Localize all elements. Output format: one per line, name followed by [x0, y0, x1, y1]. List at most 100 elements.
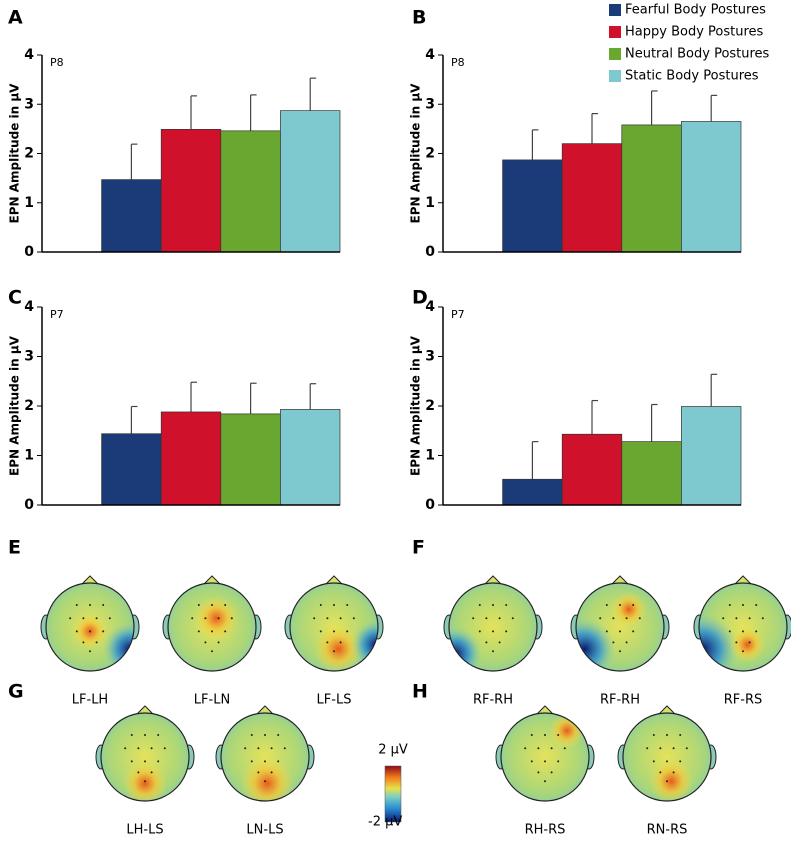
topo-label: LH-LS [126, 823, 163, 838]
topo-blob [240, 757, 294, 801]
electrode [625, 641, 628, 644]
electrode [557, 760, 560, 763]
topo-blob [699, 613, 739, 671]
electrode [524, 747, 527, 750]
electrode [492, 650, 494, 653]
electrode [679, 734, 682, 736]
electrode [755, 630, 758, 633]
topo-blob [611, 591, 647, 628]
head-outline [622, 712, 712, 802]
legend-swatch [609, 48, 621, 60]
topo-map [443, 575, 543, 672]
topo-map [617, 705, 717, 802]
bar [502, 159, 563, 253]
nose [536, 705, 554, 715]
nose [81, 575, 99, 585]
electrode [346, 604, 349, 606]
electrode [722, 617, 725, 620]
electrode [672, 747, 675, 750]
bar [280, 409, 341, 506]
electrode [735, 641, 738, 644]
y-axis-label: EPN Amplitude in µV [409, 335, 423, 476]
electrode [89, 604, 91, 606]
electrode [550, 747, 553, 750]
nose [734, 575, 752, 585]
electrode [144, 760, 146, 763]
head [101, 713, 189, 801]
topo-blob [123, 761, 167, 801]
colorbar-min: -2 µV [368, 815, 402, 830]
electrode [346, 630, 349, 633]
y-tick-label: 3 [24, 349, 34, 365]
electrode [666, 734, 668, 736]
electrode [666, 760, 668, 763]
electrode [230, 617, 233, 620]
electrode [685, 747, 688, 750]
electrode [498, 617, 501, 620]
topo-label: RF-RS [724, 693, 763, 708]
panel-label: G [8, 681, 24, 703]
electrode-label: P7 [451, 308, 465, 321]
legend-label: Static Body Postures [625, 69, 759, 84]
head-outline [220, 712, 310, 802]
electrode [632, 604, 635, 606]
topo-map [495, 705, 595, 802]
colorbar-max: 2 µV [378, 743, 408, 758]
panel-label: A [8, 7, 23, 29]
electrode [313, 617, 316, 620]
electrode [659, 747, 662, 750]
electrode [544, 780, 546, 783]
electrode [672, 771, 675, 774]
legend-swatch [609, 70, 621, 82]
electrode [659, 771, 662, 774]
head-outline [698, 582, 788, 672]
electrode [530, 734, 533, 736]
electrode [563, 747, 566, 750]
electrode [144, 734, 146, 736]
electrode [511, 617, 514, 620]
electrode [257, 771, 260, 774]
panel-label: D [412, 287, 428, 309]
electrode [326, 641, 329, 644]
electrode [75, 630, 78, 633]
electrode [339, 617, 342, 620]
legend-swatch [609, 4, 621, 16]
electrode [217, 641, 220, 644]
topo-blob [194, 596, 239, 641]
topo-label: RN-RS [647, 823, 688, 838]
bar [220, 413, 281, 506]
electrode [550, 771, 553, 774]
electrode [204, 617, 207, 620]
y-tick-label: 3 [425, 96, 435, 112]
electrode [748, 617, 751, 620]
bar [101, 179, 162, 253]
y-tick-label: 0 [24, 244, 34, 260]
y-tick-label: 1 [24, 448, 34, 464]
electrode [283, 747, 286, 750]
y-tick-label: 2 [24, 146, 34, 162]
bar [101, 433, 162, 506]
bar [561, 433, 623, 506]
electrode [333, 630, 335, 633]
electrode [612, 617, 615, 620]
electrode [326, 617, 329, 620]
electrode [619, 650, 621, 653]
bar [681, 406, 742, 506]
electrode [130, 760, 133, 763]
electrode [69, 617, 72, 620]
y-axis-label: EPN Amplitude in µV [409, 83, 423, 224]
topo-map [284, 575, 384, 672]
y-axis-label: EPN Amplitude in µV [8, 83, 22, 224]
electrode [619, 604, 621, 606]
electrode [264, 734, 266, 736]
electrode [157, 760, 160, 763]
head-outline [448, 582, 538, 672]
topo-map [693, 575, 791, 672]
electrode [102, 604, 105, 606]
electrode [505, 630, 508, 633]
electrode [339, 641, 342, 644]
electrode [211, 650, 213, 653]
electrode [224, 630, 227, 633]
electrode [75, 604, 78, 606]
